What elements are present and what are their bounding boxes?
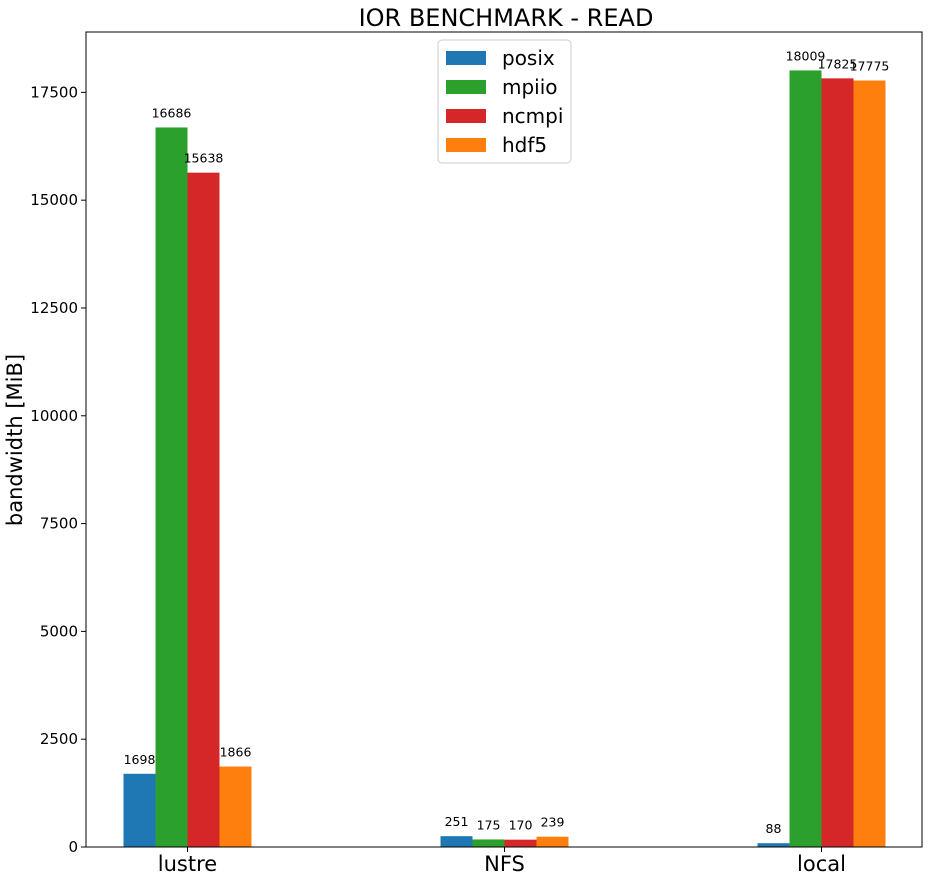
- bar-mpiio-nfs: [472, 839, 505, 847]
- legend-swatch-posix: [446, 51, 486, 65]
- data-label-mpiio-local: 18009: [786, 48, 826, 63]
- bar-posix-local: [757, 843, 790, 847]
- legend-label-mpiio: mpiio: [502, 75, 558, 99]
- y-axis-label: bandwidth [MiB]: [3, 354, 27, 526]
- legend-label-posix: posix: [502, 46, 555, 70]
- bar-ncmpi-lustre: [187, 172, 220, 847]
- data-label-posix-local: 88: [766, 821, 782, 836]
- y-tick-label: 7500: [40, 515, 78, 533]
- y-tick-label: 0: [68, 838, 78, 856]
- bar-posix-nfs: [440, 836, 473, 847]
- bar-ncmpi-local: [821, 78, 854, 847]
- legend: posix mpiio ncmpi hdf5: [437, 39, 572, 164]
- chart-title: IOR BENCHMARK - READ: [359, 4, 654, 32]
- data-label-hdf5-lustre: 1866: [220, 745, 252, 760]
- data-label-hdf5-nfs: 239: [541, 815, 565, 830]
- bar-mpiio-lustre: [155, 127, 188, 847]
- data-label-mpiio-lustre: 16686: [152, 105, 192, 120]
- data-label-ncmpi-lustre: 15638: [184, 151, 224, 166]
- legend-label-hdf5: hdf5: [502, 133, 547, 157]
- bar-hdf5-nfs: [536, 836, 569, 847]
- y-tick-label: 12500: [30, 299, 78, 317]
- legend-label-ncmpi: ncmpi: [502, 104, 563, 128]
- y-tick-label: 10000: [30, 407, 78, 425]
- bar-mpiio-local: [789, 70, 822, 847]
- data-label-mpiio-nfs: 175: [477, 817, 501, 832]
- legend-swatch-hdf5: [446, 138, 486, 152]
- x-tick-label: NFS: [484, 852, 525, 876]
- y-tick-label: 2500: [40, 730, 78, 748]
- x-tick-label: local: [797, 852, 846, 876]
- bar-hdf5-local: [853, 80, 886, 847]
- y-tick-label: 15000: [30, 191, 78, 209]
- bar-hdf5-lustre: [219, 766, 252, 847]
- x-tick-label: lustre: [158, 852, 217, 876]
- bar-ncmpi-nfs: [504, 839, 537, 847]
- data-labels-layer: 1698 251 88 16686 175 18009 15638 170 17825 1866 2…: [124, 48, 890, 836]
- data-label-posix-nfs: 251: [445, 814, 469, 829]
- legend-swatch-ncmpi: [446, 109, 486, 123]
- bar-posix-lustre: [123, 773, 156, 847]
- data-label-ncmpi-nfs: 170: [509, 818, 533, 833]
- legend-swatch-mpiio: [446, 80, 486, 94]
- data-label-hdf5-local: 17775: [850, 59, 890, 74]
- legend-box: [437, 39, 572, 164]
- y-tick-label: 5000: [40, 622, 78, 640]
- bars-layer: [123, 70, 886, 847]
- axes-layer: 0 2500 5000 7500 10000 12500 15000 17500 lustre N…: [30, 31, 923, 876]
- data-label-ncmpi-local: 17825: [818, 56, 858, 71]
- data-label-posix-lustre: 1698: [124, 752, 156, 767]
- y-tick-label: 17500: [30, 83, 78, 101]
